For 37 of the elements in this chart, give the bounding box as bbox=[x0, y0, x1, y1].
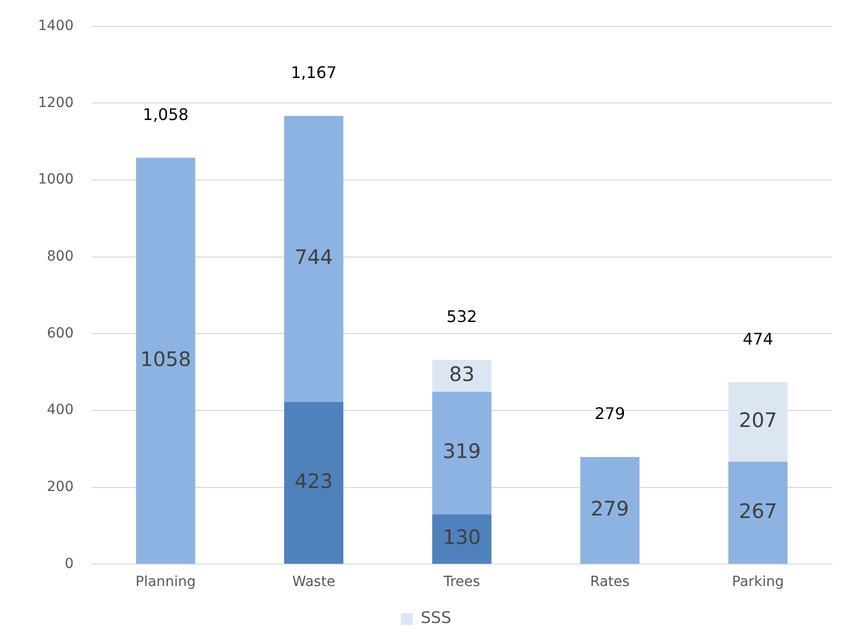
bar bbox=[728, 462, 788, 564]
data-label: 83 bbox=[449, 362, 475, 386]
bar bbox=[432, 392, 492, 514]
total-label: 1,167 bbox=[290, 63, 337, 82]
data-label: 207 bbox=[738, 408, 778, 432]
y-tick-label: 600 bbox=[46, 325, 74, 342]
x-tick-label: Trees bbox=[442, 574, 480, 590]
x-tick-label: Waste bbox=[292, 574, 336, 590]
y-tick-label: 0 bbox=[64, 556, 74, 572]
y-tick-label: 1000 bbox=[38, 172, 74, 188]
bar bbox=[580, 457, 640, 564]
bar bbox=[284, 116, 344, 402]
data-label: 744 bbox=[294, 245, 333, 270]
data-label: 130 bbox=[442, 525, 481, 550]
bar bbox=[728, 382, 788, 462]
legend-label: SSS bbox=[420, 608, 452, 628]
bar bbox=[136, 158, 196, 564]
total-label: 279 bbox=[594, 404, 626, 424]
y-tick-label: 200 bbox=[46, 479, 74, 496]
y-tick-label: 1400 bbox=[38, 18, 74, 34]
data-label: 267 bbox=[738, 498, 778, 523]
y-tick-label: 400 bbox=[46, 402, 74, 418]
x-tick-label: Parking bbox=[732, 574, 784, 590]
total-label: 532 bbox=[446, 306, 478, 326]
bar bbox=[284, 402, 344, 564]
y-tick-label: 800 bbox=[46, 248, 74, 265]
data-label: 319 bbox=[442, 439, 481, 464]
data-label: 423 bbox=[294, 468, 333, 493]
x-tick-label: Rates bbox=[590, 574, 630, 590]
total-label: 474 bbox=[742, 329, 774, 348]
data-label: 1058 bbox=[140, 346, 192, 371]
bar bbox=[432, 514, 492, 564]
data-label: 279 bbox=[590, 496, 629, 521]
y-tick-label: 1200 bbox=[38, 94, 74, 111]
bar bbox=[432, 360, 492, 392]
x-tick-label: Planning bbox=[136, 574, 196, 590]
total-label: 1,058 bbox=[142, 104, 189, 124]
